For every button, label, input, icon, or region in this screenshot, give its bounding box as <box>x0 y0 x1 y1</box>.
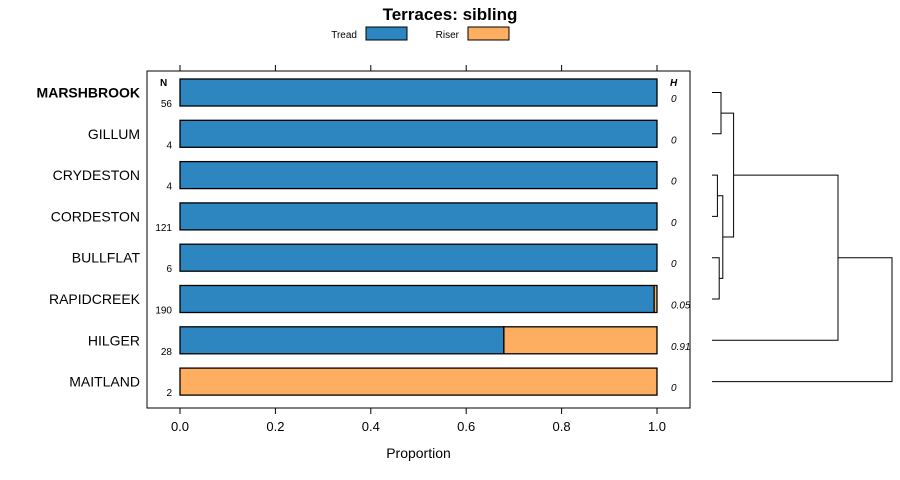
legend-swatch-tread <box>365 26 408 41</box>
n-value-hilger: 28 <box>161 347 173 358</box>
h-value-maitland: 0 <box>671 383 677 394</box>
h-value-rapidcreek: 0.05 <box>671 301 691 312</box>
bar-tread-crydeston <box>179 160 658 190</box>
legend-label-riser: Riser <box>436 30 460 41</box>
category-label-gillum: GILLUM <box>88 126 140 142</box>
category-labels: N H MARSHBROOK 56 0 GILLUM 4 0 CRYDESTON 4 0 CORDES… <box>37 78 691 399</box>
n-value-maitland: 2 <box>166 388 172 399</box>
h-value-marshbrook: 0 <box>671 94 677 105</box>
x-tick-label: 0.4 <box>362 419 380 434</box>
h-value-hilger: 0.91 <box>671 342 690 353</box>
n-value-marshbrook: 56 <box>161 99 173 110</box>
legend-swatch-riser <box>467 26 510 41</box>
n-value-cordeston: 121 <box>155 223 172 234</box>
n-value-rapidcreek: 190 <box>155 306 172 317</box>
bar-tread-rapidcreek <box>179 284 655 314</box>
category-label-bullflat: BULLFLAT <box>72 250 141 266</box>
x-axis-title: Proportion <box>386 445 451 461</box>
bars <box>179 78 658 396</box>
n-header: N <box>160 78 167 89</box>
dendrogram-branch <box>717 195 724 279</box>
x-tick-label: 0.8 <box>553 419 571 434</box>
n-value-bullflat: 6 <box>166 264 172 275</box>
dendrogram-branch <box>712 257 720 300</box>
bar-tread-gillum <box>179 119 658 148</box>
dendrogram-branch <box>712 174 718 217</box>
h-value-crydeston: 0 <box>671 177 677 188</box>
category-label-maitland: MAITLAND <box>69 374 140 390</box>
category-label-cordeston: CORDESTON <box>51 208 140 224</box>
legend-label-tread: Tread <box>331 30 357 41</box>
bar-tread-cordeston <box>179 202 658 231</box>
x-tick-label: 1.0 <box>648 419 666 434</box>
category-label-rapidcreek: RAPIDCREEK <box>49 291 141 307</box>
bar-tread-marshbrook <box>179 78 658 107</box>
x-tick-label: 0.2 <box>266 419 284 434</box>
legend: Tread Riser <box>331 26 510 41</box>
dendrogram-branch <box>712 257 893 383</box>
dendrogram <box>712 92 893 383</box>
h-value-bullflat: 0 <box>671 259 677 270</box>
x-tick-label: 0.0 <box>171 419 189 434</box>
bar-riser-maitland <box>179 367 658 396</box>
h-value-cordeston: 0 <box>671 218 677 229</box>
h-value-gillum: 0 <box>671 135 677 146</box>
category-label-crydeston: CRYDESTON <box>53 167 140 183</box>
category-label-marshbrook: MARSHBROOK <box>37 85 140 101</box>
bar-riser-hilger <box>503 326 658 355</box>
bar-tread-bullflat <box>179 243 658 272</box>
x-axis: 0.0 0.2 0.4 0.6 0.8 1.0 <box>171 65 666 434</box>
h-header: H <box>670 78 678 89</box>
plot-frame <box>146 70 691 409</box>
bar-tread-hilger <box>179 326 505 355</box>
n-value-crydeston: 4 <box>166 182 172 193</box>
x-tick-label: 0.6 <box>457 419 475 434</box>
bar-riser-rapidcreek <box>653 284 658 314</box>
dendrogram-branch <box>712 92 722 135</box>
dendrogram-branch <box>712 174 839 341</box>
n-value-gillum: 4 <box>166 140 172 151</box>
chart-title: Terraces: sibling <box>383 5 518 24</box>
category-label-hilger: HILGER <box>88 332 140 348</box>
